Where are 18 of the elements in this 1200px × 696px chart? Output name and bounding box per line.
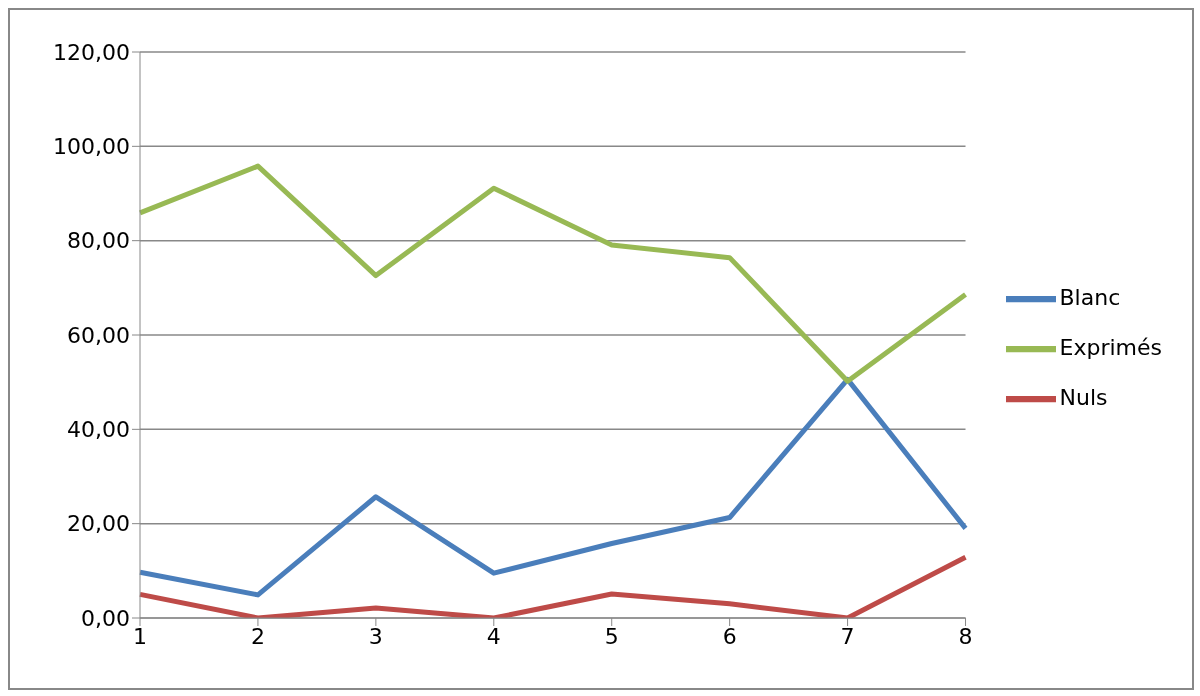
- y-tick-label: 120,00: [53, 39, 130, 65]
- y-tick-label: 60,00: [67, 322, 130, 348]
- x-tick-label: 6: [722, 623, 737, 649]
- x-tick-label: 8: [958, 623, 973, 649]
- legend-label: Exprimés: [1059, 335, 1162, 360]
- x-tick-label: 7: [840, 623, 855, 649]
- legend-label: Nuls: [1059, 385, 1108, 410]
- legend-label: Blanc: [1059, 285, 1121, 310]
- x-tick-label: 3: [368, 623, 383, 649]
- y-tick-label: 20,00: [67, 511, 130, 537]
- x-tick-label: 4: [486, 623, 501, 649]
- y-tick-label: 80,00: [67, 228, 130, 254]
- y-tick-label: 40,00: [67, 417, 130, 443]
- x-tick-label: 1: [133, 623, 147, 649]
- x-tick-label: 2: [250, 623, 265, 649]
- y-tick-label: 100,00: [53, 134, 130, 160]
- x-tick-label: 5: [604, 623, 619, 649]
- y-tick-label: 0,00: [81, 605, 130, 631]
